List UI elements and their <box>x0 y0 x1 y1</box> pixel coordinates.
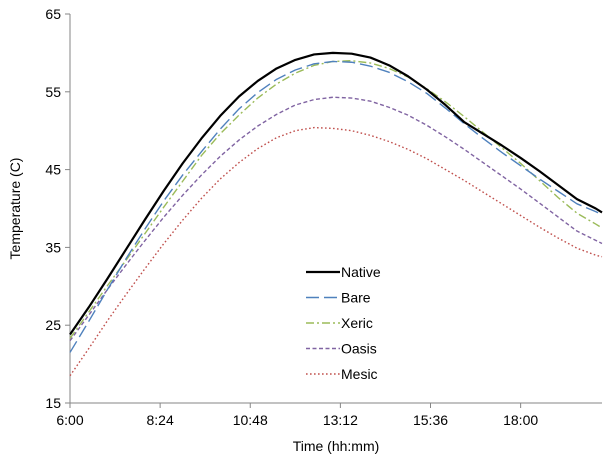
x-tick-label: 8:24 <box>147 412 174 428</box>
y-tick-label: 35 <box>45 239 61 255</box>
legend-label-bare: Bare <box>341 290 371 306</box>
y-tick-label: 25 <box>45 317 61 333</box>
series-line-xeric <box>69 59 603 339</box>
legend-label-native: Native <box>341 264 381 280</box>
x-tick-label: 6:00 <box>56 412 83 428</box>
x-tick-label: 18:00 <box>503 412 538 428</box>
y-tick-label: 15 <box>45 395 61 411</box>
y-tick-label: 55 <box>45 84 61 100</box>
x-tick-label: 15:36 <box>413 412 448 428</box>
y-tick-label: 65 <box>45 6 61 22</box>
legend-label-mesic: Mesic <box>341 366 378 382</box>
tick-labels: 15 25 35 45 55 65 6:00 8:24 10:48 13:12 15:36 18:00 <box>45 6 538 428</box>
x-axis-title: Time (hh:mm) <box>293 438 380 454</box>
y-tick-label: 45 <box>45 162 61 178</box>
x-tick-label: 13:12 <box>323 412 358 428</box>
legend: Native Bare Xeric Oasis Mesic <box>306 264 381 382</box>
x-tick-label: 10:48 <box>233 412 268 428</box>
series-line-oasis <box>69 96 603 342</box>
series-line-bare <box>69 60 603 353</box>
series-line-native <box>69 51 603 336</box>
y-axis-title: Temperature (C) <box>7 158 23 260</box>
series-line-mesic <box>69 126 603 377</box>
legend-label-xeric: Xeric <box>341 315 373 331</box>
series-lines <box>69 51 603 377</box>
legend-label-oasis: Oasis <box>341 341 377 357</box>
